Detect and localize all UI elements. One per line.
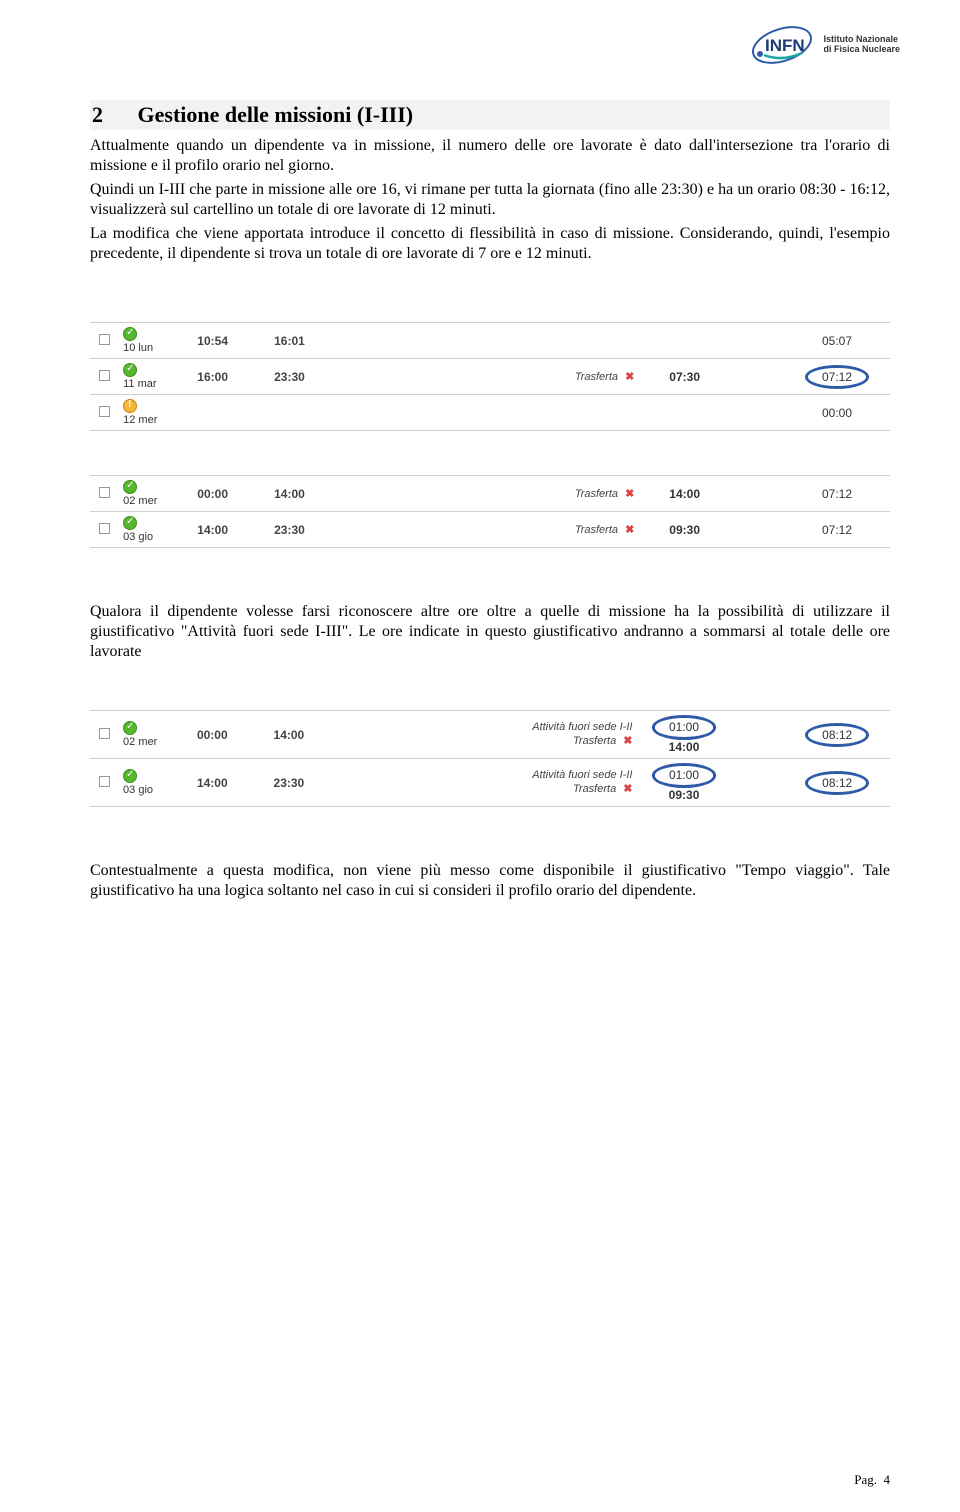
duration: 14:00 [640,740,727,754]
day-label: 12 mer [123,414,157,426]
document-page: INFN Istituto Nazionale di Fisica Nuclea… [0,0,960,1512]
time-end: 14:00 [270,711,347,759]
absence-type: Trasferta ✖ [400,476,638,512]
x-icon: ✖ [622,488,634,500]
status-green-icon [123,516,137,530]
absence-type: Trasferta ✖ [403,735,633,748]
day-label: 03 gio [123,784,153,796]
section-heading: 2 Gestione delle missioni (I-III) [90,100,890,130]
time-end [270,395,347,431]
timesheet-table-1: 10 lun 10:5416:01 05:07 11 mar 16:0023:30 Tra… [90,322,890,431]
footer-page-number: 4 [884,1472,891,1487]
highlight-circle: 01:00 [652,763,716,787]
row-checkbox[interactable] [99,487,110,498]
absence-type: Attività fuori sede I-II [403,769,633,782]
time-end: 23:30 [270,512,347,548]
table-row: 12 mer 00:00 [90,395,890,431]
duration: 09:30 [638,512,731,548]
time-start: 00:00 [193,476,270,512]
time-start: 10:54 [193,323,270,359]
logo: INFN Istituto Nazionale di Fisica Nuclea… [747,20,900,70]
absence-type: Attività fuori sede I-II [403,721,633,734]
total-hours: 07:12 [784,512,890,548]
table-row: 10 lun 10:5416:01 05:07 [90,323,890,359]
total-hours: 08:12 [784,711,890,759]
page-footer: Pag. 4 [854,1472,890,1488]
time-start: 00:00 [193,711,270,759]
highlight-circle: 01:00 [652,715,716,739]
table-row: 03 gio 14:0023:30 Attività fuori sede I-II… [90,759,890,807]
timesheet-table-3: 02 mer00:0014:00Attività fuori sede I-II… [90,710,890,807]
time-end: 16:01 [270,323,347,359]
duration: 01:00 [640,715,727,739]
duration [638,395,731,431]
absence-type [400,395,638,431]
timesheet-table-2: 02 mer00:0014:00Trasferta ✖14:0007:1203 … [90,475,890,548]
paragraph-2: Quindi un I-III che parte in missione al… [90,180,890,220]
day-label: 11 mar [123,378,156,390]
status-warn-icon [123,399,137,413]
row-checkbox[interactable] [99,370,110,381]
highlight-circle: 08:12 [805,723,869,747]
status-green-icon [123,363,137,377]
duration: 14:00 [638,476,731,512]
section-title: Gestione delle missioni (I-III) [138,102,414,127]
paragraph-3: La modifica che viene apportata introduc… [90,224,890,264]
absence-type: Trasferta ✖ [400,512,638,548]
absence-type [400,323,638,359]
table-row: 02 mer00:0014:00Trasferta ✖14:0007:12 [90,476,890,512]
paragraph-1: Attualmente quando un dipendente va in m… [90,136,890,176]
status-green-icon [123,480,137,494]
section-number: 2 [92,102,132,128]
total-hours: 08:12 [784,759,890,807]
x-icon: ✖ [622,371,634,383]
day-label: 03 gio [123,531,153,543]
table-row: 11 mar 16:0023:30 Trasferta ✖07:30 07:12 [90,359,890,395]
duration: 07:30 [638,359,731,395]
day-label: 10 lun [123,342,153,354]
paragraph-4: Qualora il dipendente volesse farsi rico… [90,602,890,662]
row-checkbox[interactable] [99,776,110,787]
time-start: 14:00 [193,759,270,807]
total-hours: 00:00 [784,395,890,431]
total-hours: 05:07 [784,323,890,359]
total-hours: 07:12 [784,359,890,395]
status-green-icon [123,327,137,341]
status-green-icon [123,721,137,735]
day-label: 02 mer [123,495,157,507]
x-icon: ✖ [620,783,632,795]
highlight-circle: 08:12 [805,771,869,795]
highlight-circle: 07:12 [805,365,869,389]
absence-type: Trasferta ✖ [400,359,638,395]
table-row: 02 mer00:0014:00Attività fuori sede I-II… [90,711,890,759]
day-label: 02 mer [123,736,157,748]
footer-label: Pag. [854,1472,877,1487]
time-end: 14:00 [270,476,347,512]
duration: 01:00 [640,763,727,787]
paragraph-5: Contestualmente a questa modifica, non v… [90,861,890,901]
logo-tagline-2: di Fisica Nucleare [823,44,900,54]
absence-type: Trasferta ✖ [403,783,633,796]
logo-tagline: Istituto Nazionale di Fisica Nucleare [823,35,900,55]
logo-tagline-1: Istituto Nazionale [823,34,898,44]
x-icon: ✖ [620,735,632,747]
logo-mark: INFN [747,20,817,70]
time-end: 23:30 [270,759,347,807]
total-hours: 07:12 [784,476,890,512]
time-start: 14:00 [193,512,270,548]
time-start [193,395,270,431]
duration [638,323,731,359]
duration: 09:30 [640,788,727,802]
time-end: 23:30 [270,359,347,395]
svg-text:INFN: INFN [765,36,805,55]
row-checkbox[interactable] [99,728,110,739]
row-checkbox[interactable] [99,406,110,417]
status-green-icon [123,769,137,783]
x-icon: ✖ [622,524,634,536]
time-start: 16:00 [193,359,270,395]
table-row: 03 gio 14:0023:30 Trasferta ✖09:30 07:12 [90,512,890,548]
row-checkbox[interactable] [99,334,110,345]
row-checkbox[interactable] [99,523,110,534]
